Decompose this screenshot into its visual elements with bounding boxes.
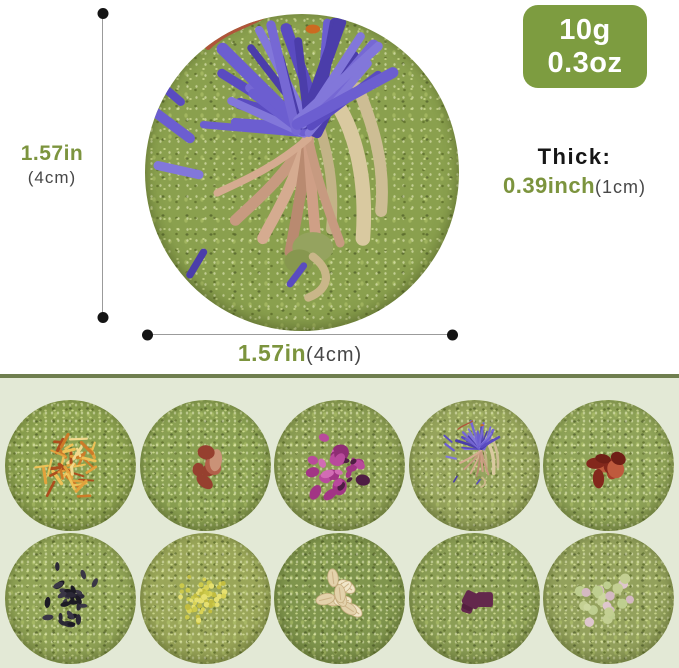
width-value: 1.57in xyxy=(237,340,307,366)
height-dimension-label: 1.57in (4cm) xyxy=(6,142,98,188)
hibiscus-cake xyxy=(543,400,674,531)
variety-row-bottom xyxy=(5,533,674,664)
variety-row-top xyxy=(5,400,674,531)
pea-flake-cake xyxy=(543,533,674,664)
oat-groat-cake xyxy=(274,533,405,664)
millet-cake xyxy=(139,533,271,664)
thickness-value-line: 0.39inch(1cm) xyxy=(470,172,679,201)
thickness-label-block: Thick: 0.39inch(1cm) xyxy=(470,143,679,200)
rosehip-petal-cake xyxy=(139,400,271,531)
variety-section xyxy=(0,374,679,668)
pea-flake-cake-topping xyxy=(574,573,634,627)
purple-petal-cake xyxy=(408,533,540,664)
black-seed-cake-topping xyxy=(42,562,98,628)
marigold-cake xyxy=(5,400,136,531)
rose-petal-cake xyxy=(274,400,405,531)
width-unit: (4cm) xyxy=(306,344,363,366)
weight-badge: 10g 0.3oz xyxy=(523,5,647,88)
black-seed-cake xyxy=(5,533,136,664)
width-dimension-label: 1.57in(4cm) xyxy=(147,340,453,367)
width-dimension-line xyxy=(147,334,453,335)
dimension-section: 1.57in (4cm) 1.57in(4cm) 10g 0.3oz Thick… xyxy=(0,0,679,374)
millet-cake-topping xyxy=(177,574,227,625)
height-unit: (4cm) xyxy=(27,168,77,188)
thickness-value: 0.39inch xyxy=(502,172,596,198)
weight-ounces: 0.3oz xyxy=(547,46,623,79)
cornflower-cake-topping xyxy=(442,420,500,488)
oat-groat-cake-topping xyxy=(315,568,363,618)
weight-grams: 10g xyxy=(559,14,611,47)
thickness-label: Thick: xyxy=(537,144,612,169)
main-cornflower-cake-topping xyxy=(145,14,399,302)
height-value: 1.57in xyxy=(20,142,84,165)
main-cornflower-cake xyxy=(145,14,459,331)
purple-petal-cake-topping xyxy=(460,590,493,614)
rose-petal-cake-topping xyxy=(305,433,370,501)
thickness-unit: (1cm) xyxy=(595,176,647,197)
height-dimension-line xyxy=(102,13,103,318)
cornflower-cake xyxy=(408,400,540,531)
rosehip-petal-cake-topping xyxy=(192,445,222,490)
hibiscus-cake-topping xyxy=(586,451,626,489)
marigold-cake-topping xyxy=(34,432,98,498)
